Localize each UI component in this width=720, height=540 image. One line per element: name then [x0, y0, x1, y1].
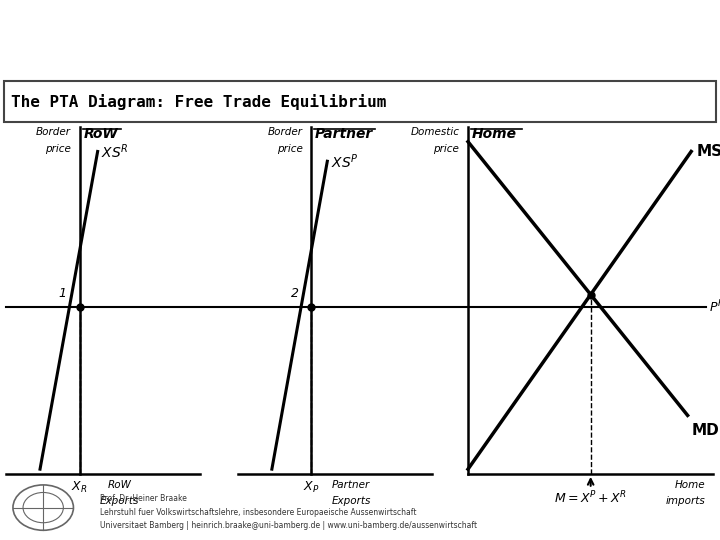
Text: Partner: Partner	[332, 480, 370, 490]
Text: imports: imports	[666, 496, 706, 506]
Text: $X_P$: $X_P$	[303, 480, 320, 495]
Text: MD: MD	[691, 423, 719, 438]
Text: Lehrstuhl fuer Volkswirtschaftslehre, insbesondere Europaeische Aussenwirtschaft: Lehrstuhl fuer Volkswirtschaftslehre, in…	[100, 508, 416, 517]
Text: $X_R$: $X_R$	[71, 480, 88, 495]
Text: Lecture 3: Lecture 3	[562, 22, 657, 40]
Text: Border: Border	[268, 127, 303, 137]
Text: $XS^R$: $XS^R$	[102, 142, 129, 161]
Text: RoW: RoW	[84, 127, 118, 141]
Text: The PTA Diagram: Free Trade Equilibrium: The PTA Diagram: Free Trade Equilibrium	[11, 93, 386, 110]
Text: Exports: Exports	[99, 496, 139, 506]
Text: Domestic: Domestic	[410, 127, 459, 137]
Text: Border: Border	[36, 127, 71, 137]
Text: price: price	[433, 144, 459, 154]
Text: MS: MS	[697, 144, 720, 159]
Text: Theory and Politics of European Integration: Theory and Politics of European Integrat…	[7, 22, 449, 40]
Text: Home: Home	[675, 480, 706, 490]
Text: RoW: RoW	[107, 480, 131, 490]
Text: Exports: Exports	[331, 496, 371, 506]
Text: Partner: Partner	[315, 127, 374, 141]
Text: Universitaet Bamberg | heinrich.braake@uni-bamberg.de | www.uni-bamberg.de/ausse: Universitaet Bamberg | heinrich.braake@u…	[100, 521, 477, 530]
Text: Home: Home	[472, 127, 516, 141]
Text: price: price	[45, 144, 71, 154]
Text: 2: 2	[290, 287, 299, 300]
Text: $XS^P$: $XS^P$	[331, 152, 359, 171]
Text: 1: 1	[58, 287, 67, 300]
Text: price: price	[277, 144, 303, 154]
Text: Prof. Dr. Heiner Braake: Prof. Dr. Heiner Braake	[100, 494, 186, 503]
Text: $M=X^P+X^R$: $M=X^P+X^R$	[554, 490, 627, 507]
FancyBboxPatch shape	[4, 80, 716, 122]
Text: $P^{FT}$: $P^{FT}$	[709, 299, 720, 316]
